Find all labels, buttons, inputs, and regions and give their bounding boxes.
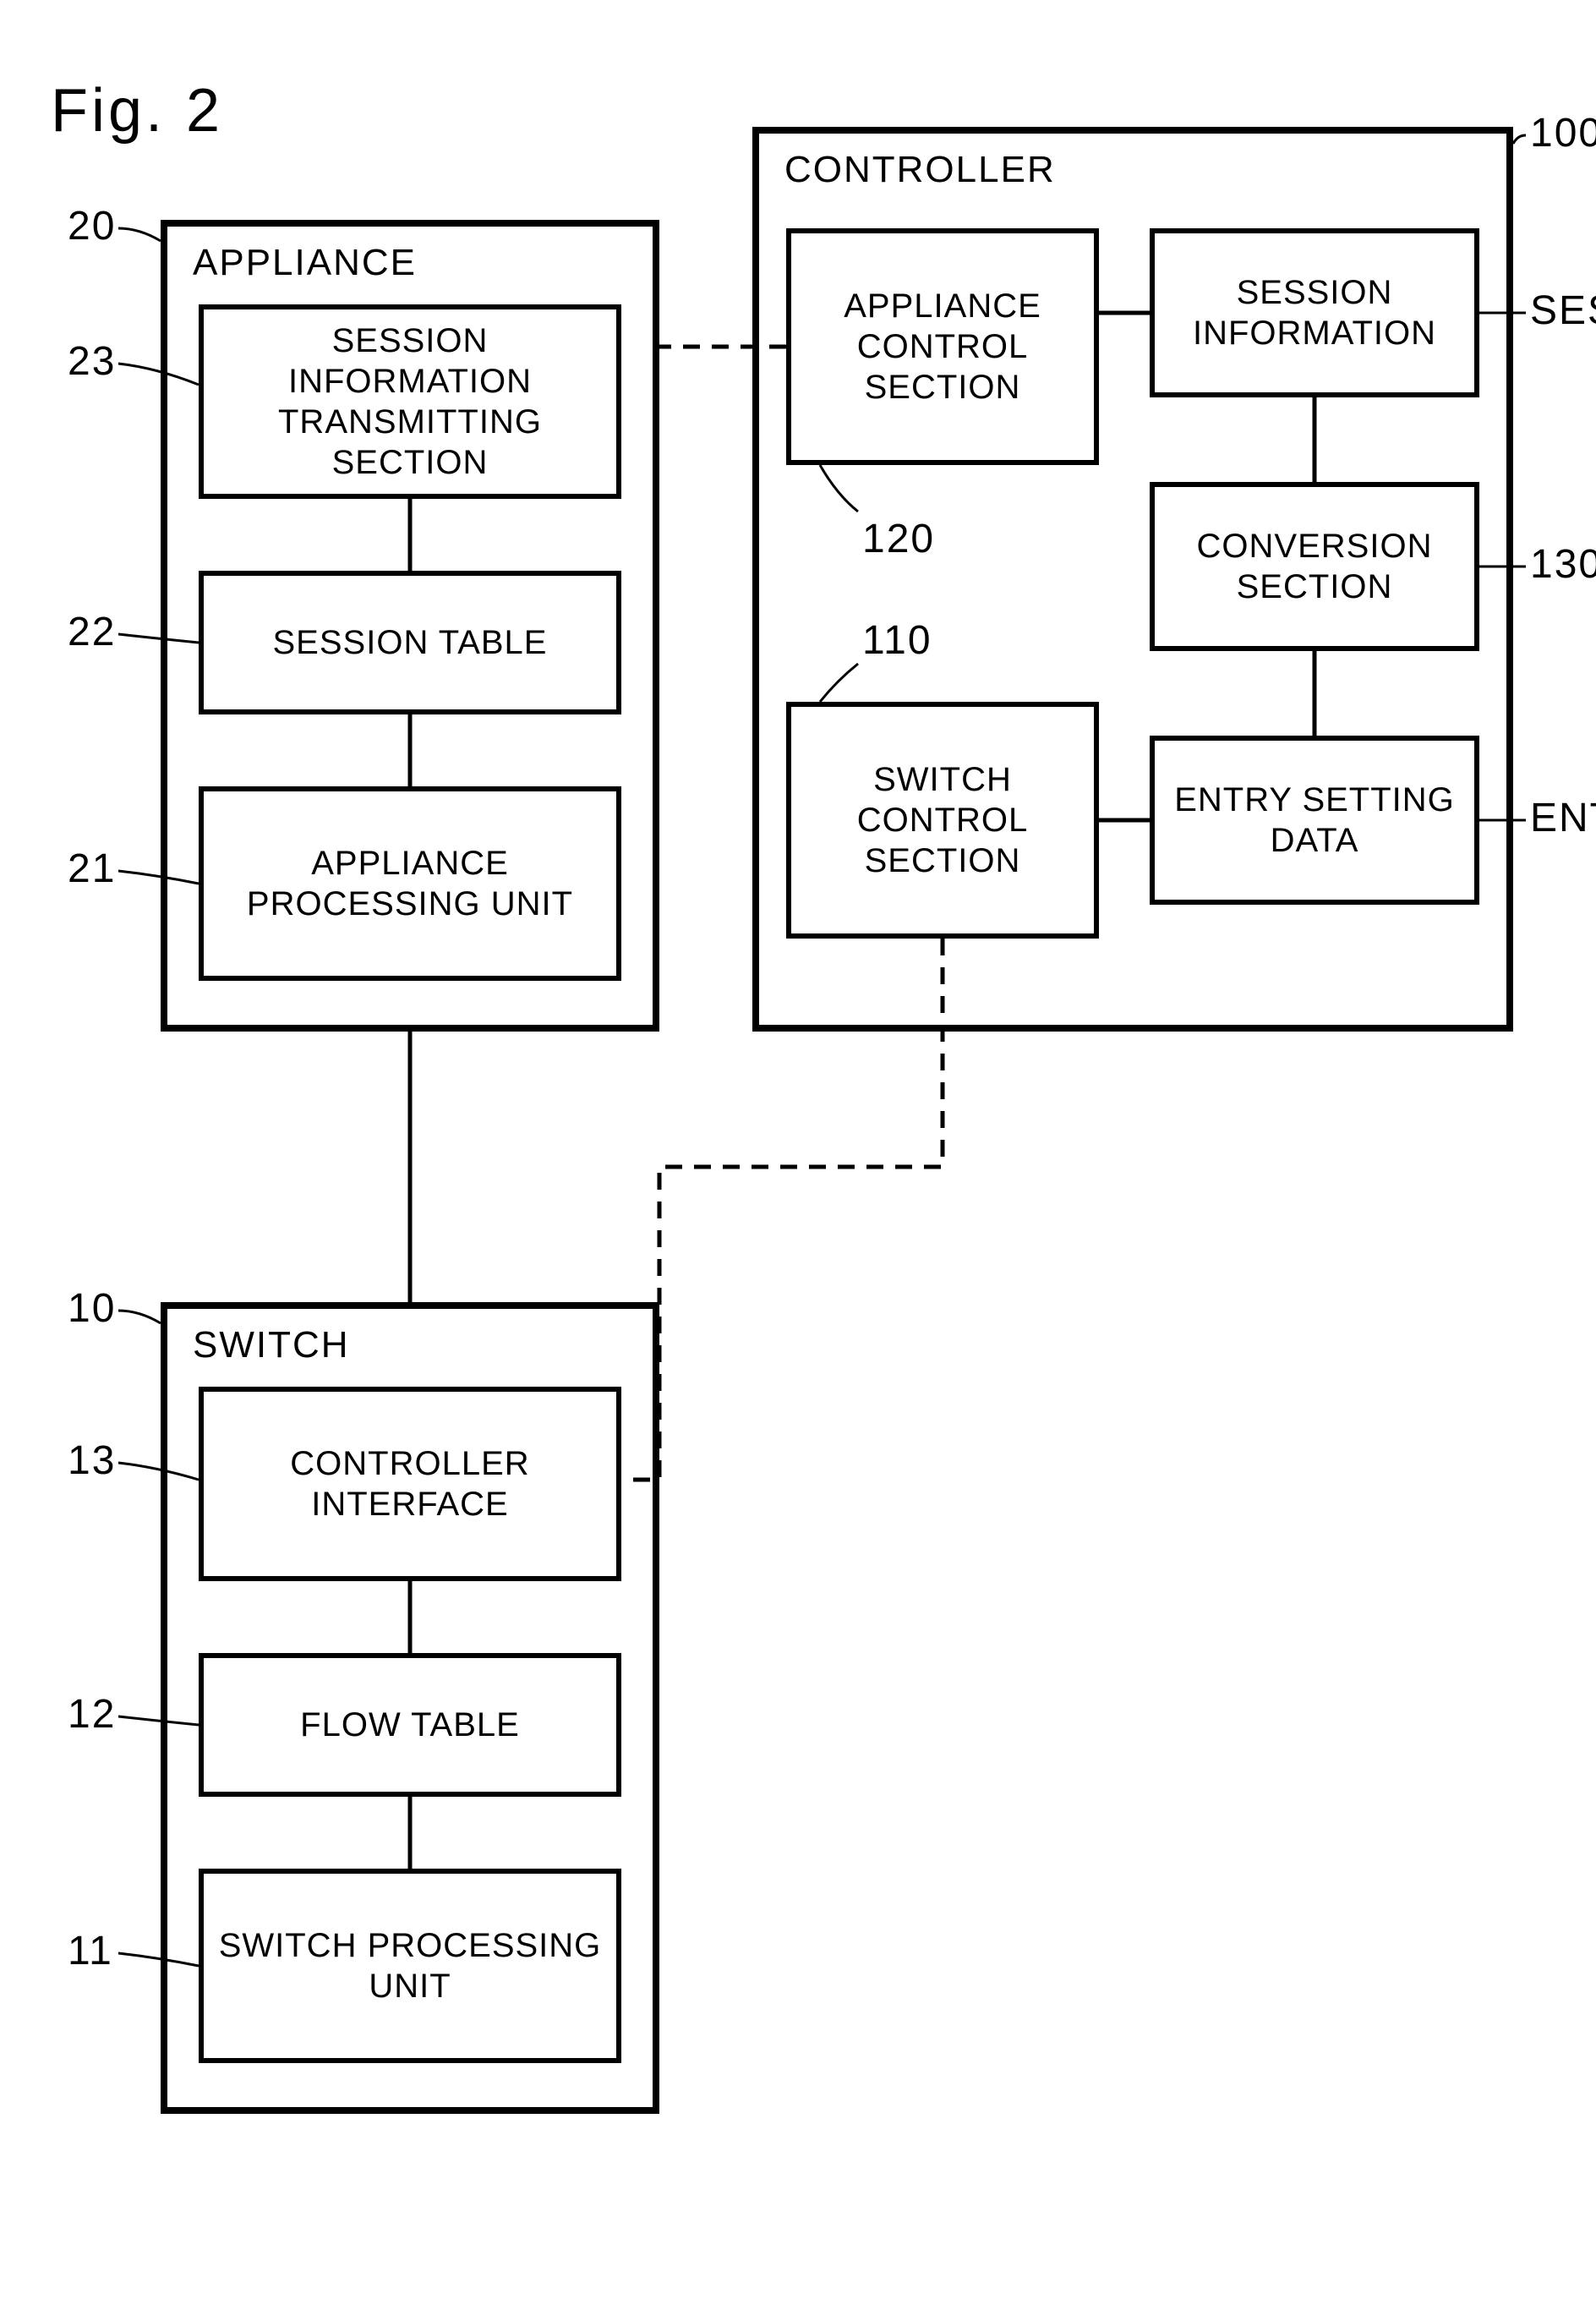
appliance-control-label: APPLIANCE CONTROL SECTION bbox=[798, 286, 1087, 408]
ref-13: 13 bbox=[68, 1437, 116, 1484]
appliance-processing-label: APPLIANCE PROCESSING UNIT bbox=[247, 843, 573, 924]
diagram-canvas: Fig. 2 APPLIANCE SESSION INFORMATION TRA… bbox=[51, 51, 1545, 2259]
figure-label: Fig. 2 bbox=[51, 76, 223, 145]
appliance-title: APPLIANCE bbox=[193, 242, 417, 284]
ref-ent: ENT bbox=[1530, 795, 1596, 841]
session-info-block: SESSION INFORMATION bbox=[1150, 228, 1479, 397]
appliance-control-block: APPLIANCE CONTROL SECTION bbox=[786, 228, 1099, 465]
ref-110: 110 bbox=[862, 617, 932, 664]
ref-21: 21 bbox=[68, 846, 116, 892]
ref-20: 20 bbox=[68, 203, 116, 249]
ref-10: 10 bbox=[68, 1285, 116, 1332]
switch-title: SWITCH bbox=[193, 1324, 350, 1366]
controller-title: CONTROLLER bbox=[784, 149, 1056, 191]
ref-ses: SES bbox=[1530, 287, 1596, 334]
session-info-label: SESSION INFORMATION bbox=[1161, 272, 1468, 353]
switch-control-label: SWITCH CONTROL SECTION bbox=[798, 759, 1087, 881]
session-table-block: SESSION TABLE bbox=[199, 571, 621, 714]
switch-processing-block: SWITCH PROCESSING UNIT bbox=[199, 1869, 621, 2063]
entry-data-block: ENTRY SETTING DATA bbox=[1150, 736, 1479, 905]
appliance-processing-block: APPLIANCE PROCESSING UNIT bbox=[199, 786, 621, 981]
controller-interface-label: CONTROLLER INTERFACE bbox=[290, 1443, 529, 1524]
ref-23: 23 bbox=[68, 338, 116, 385]
session-info-tx-label: SESSION INFORMATION TRANSMITTING SECTION bbox=[210, 320, 609, 483]
flow-table-label: FLOW TABLE bbox=[300, 1705, 520, 1745]
ref-22: 22 bbox=[68, 609, 116, 655]
ref-12: 12 bbox=[68, 1691, 116, 1738]
conversion-block: CONVERSION SECTION bbox=[1150, 482, 1479, 651]
flow-table-block: FLOW TABLE bbox=[199, 1653, 621, 1797]
session-table-label: SESSION TABLE bbox=[273, 622, 548, 663]
conversion-label: CONVERSION SECTION bbox=[1161, 526, 1468, 607]
ref-120: 120 bbox=[862, 516, 935, 562]
entry-data-label: ENTRY SETTING DATA bbox=[1161, 780, 1468, 861]
switch-control-block: SWITCH CONTROL SECTION bbox=[786, 702, 1099, 939]
session-info-tx-block: SESSION INFORMATION TRANSMITTING SECTION bbox=[199, 304, 621, 499]
ref-130: 130 bbox=[1530, 541, 1596, 588]
ref-11: 11 bbox=[68, 1928, 113, 1974]
switch-processing-label: SWITCH PROCESSING UNIT bbox=[210, 1925, 609, 2006]
ref-100: 100 bbox=[1530, 110, 1596, 156]
controller-interface-block: CONTROLLER INTERFACE bbox=[199, 1387, 621, 1581]
